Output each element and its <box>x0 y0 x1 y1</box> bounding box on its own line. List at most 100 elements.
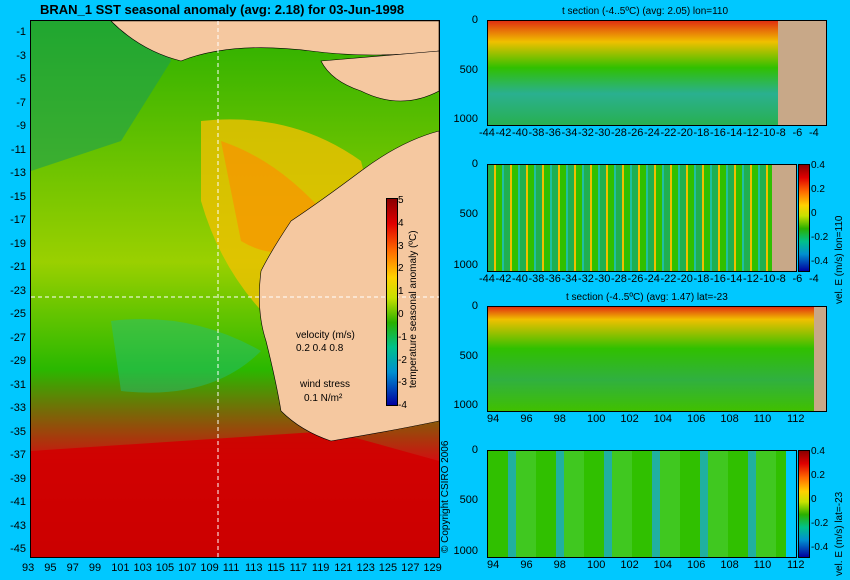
p1-x-tick: -22 <box>660 127 677 139</box>
p1-x-tick: -26 <box>627 127 644 139</box>
p1-x-tick: -36 <box>545 127 561 139</box>
p2-x-tick: -8 <box>776 273 786 285</box>
lat-tick-label: -3 <box>16 49 26 62</box>
panel4-section <box>487 450 797 558</box>
p2-x-tick: -42 <box>495 273 512 285</box>
p3-x-tick: 110 <box>753 413 772 425</box>
colorbar-tick-label: 1 <box>398 286 404 298</box>
colorbar-tick-label: -3 <box>398 377 407 389</box>
lat-tick-label: -43 <box>10 519 26 532</box>
p1-x-tick: -12 <box>743 127 759 139</box>
lon-tick-label: 97 <box>66 562 79 574</box>
velocity-legend-scale: 0.2 0.4 0.8 <box>296 343 344 354</box>
lat-tick-label: -23 <box>10 284 26 297</box>
p3-x-tick: 96 <box>520 413 533 425</box>
lat-tick-label: -15 <box>10 190 26 203</box>
lon-tick-label: 105 <box>155 562 175 574</box>
panel3-section <box>487 306 827 412</box>
p1-x-tick: -18 <box>693 127 710 139</box>
p4-x-tick: 102 <box>620 559 639 571</box>
p1-x-tick: -32 <box>578 127 594 139</box>
colorbar-tick-label: 5 <box>398 195 404 206</box>
p1-x-tick: -8 <box>776 127 786 139</box>
p4-x-tick: 100 <box>587 559 606 571</box>
map-title: BRAN_1 SST seasonal anomaly (avg: 2.18) … <box>40 2 405 17</box>
p2-x-tick: -4 <box>809 273 819 285</box>
panel2-colorbar-label: vel. E (m/s) lon=110 <box>834 215 845 304</box>
p1-x-tick: -20 <box>677 127 693 139</box>
lon-tick-label: 113 <box>245 562 263 574</box>
p4-cb-tick: 0 <box>811 494 817 505</box>
p3-x-tick: 102 <box>620 413 639 425</box>
p3-x-tick: 94 <box>487 413 500 425</box>
lon-tick-label: 101 <box>111 562 130 574</box>
colorbar-tick-label: -1 <box>398 331 407 343</box>
p3-depth-tick: 0 <box>471 300 478 312</box>
lat-tick-label: -39 <box>10 472 26 485</box>
p2-x-tick: -18 <box>693 273 710 285</box>
p2-x-tick: -38 <box>528 273 545 285</box>
lon-tick-label: 95 <box>44 562 57 574</box>
p1-x-tick: -24 <box>644 127 660 139</box>
p2-x-tick: -36 <box>545 273 561 285</box>
p2-x-tick: -6 <box>792 273 803 285</box>
lat-tick-label: -13 <box>10 167 26 179</box>
p1-x-tick: -16 <box>710 127 726 139</box>
lon-tick-label: 111 <box>222 562 240 574</box>
p2-cb-tick: -0.4 <box>811 256 829 267</box>
p2-x-tick: -40 <box>512 273 528 285</box>
p4-x-tick: 104 <box>653 559 673 571</box>
p2-depth-tick: 500 <box>459 208 478 221</box>
lon-tick-label: 99 <box>88 562 102 574</box>
p3-x-tick: 112 <box>787 413 805 425</box>
p1-x-tick: -10 <box>759 127 776 139</box>
panel1-title: t section (-4..5ºC) (avg: 2.05) lon=110 <box>562 6 729 17</box>
colorbar-tick-label: 0 <box>398 309 404 320</box>
lat-tick-label: -5 <box>16 73 26 85</box>
lon-tick-label: 121 <box>334 562 353 574</box>
p2-x-tick: -12 <box>743 273 759 285</box>
lat-tick-label: -37 <box>10 449 26 461</box>
p3-depth-tick: 1000 <box>453 399 478 412</box>
p4-x-tick: 108 <box>720 559 739 571</box>
p1-x-tick: -14 <box>726 127 743 139</box>
p1-depth-tick: 1000 <box>453 113 478 126</box>
lon-tick-label: 117 <box>289 562 308 574</box>
colorbar-tick-label: 4 <box>398 217 404 229</box>
lat-tick-label: -7 <box>16 96 26 109</box>
p2-x-tick: -28 <box>611 273 627 285</box>
p2-cb-tick: 0.4 <box>811 160 825 171</box>
p2-depth-tick: 0 <box>471 158 478 170</box>
lon-tick-label: 107 <box>178 562 197 574</box>
lat-tick-label: -29 <box>10 355 26 367</box>
p3-x-tick: 108 <box>720 413 739 425</box>
colorbar-tick-label: 2 <box>398 263 404 275</box>
p4-x-tick: 96 <box>520 559 533 571</box>
copyright: © Copyright CSIRO 2006 <box>440 440 451 553</box>
p4-cb-tick: -0.4 <box>811 542 829 553</box>
p1-x-tick: -38 <box>528 127 545 139</box>
p1-x-tick: -40 <box>512 127 528 139</box>
p2-x-tick: -22 <box>660 273 677 285</box>
lat-tick-label: -41 <box>10 496 26 508</box>
p2-cb-tick: 0 <box>811 208 817 219</box>
p2-cb-tick: 0.2 <box>811 184 825 195</box>
lon-tick-label: 125 <box>378 562 398 574</box>
p2-cb-tick: -0.2 <box>811 232 829 243</box>
lat-tick-label: -17 <box>10 214 26 226</box>
p2-x-tick: -34 <box>561 273 578 285</box>
lat-tick-label: -21 <box>10 261 26 273</box>
p1-x-tick: -28 <box>611 127 627 139</box>
wind-legend-scale: 0.1 N/m² <box>304 393 343 404</box>
p3-x-tick: 106 <box>687 413 706 425</box>
colorbar-tick-label: 3 <box>398 240 404 252</box>
p4-x-tick: 106 <box>687 559 706 571</box>
lon-tick-label: 129 <box>423 562 442 574</box>
panel4-colorbar <box>798 450 810 558</box>
colorbar-label: temperature seasonal anomaly (ºC) <box>408 230 419 388</box>
lat-tick-label: -31 <box>10 378 26 391</box>
sst-anomaly-map <box>30 20 440 558</box>
panel2-section <box>487 164 797 272</box>
p4-depth-tick: 0 <box>471 444 478 456</box>
p1-depth-tick: 500 <box>459 63 478 76</box>
